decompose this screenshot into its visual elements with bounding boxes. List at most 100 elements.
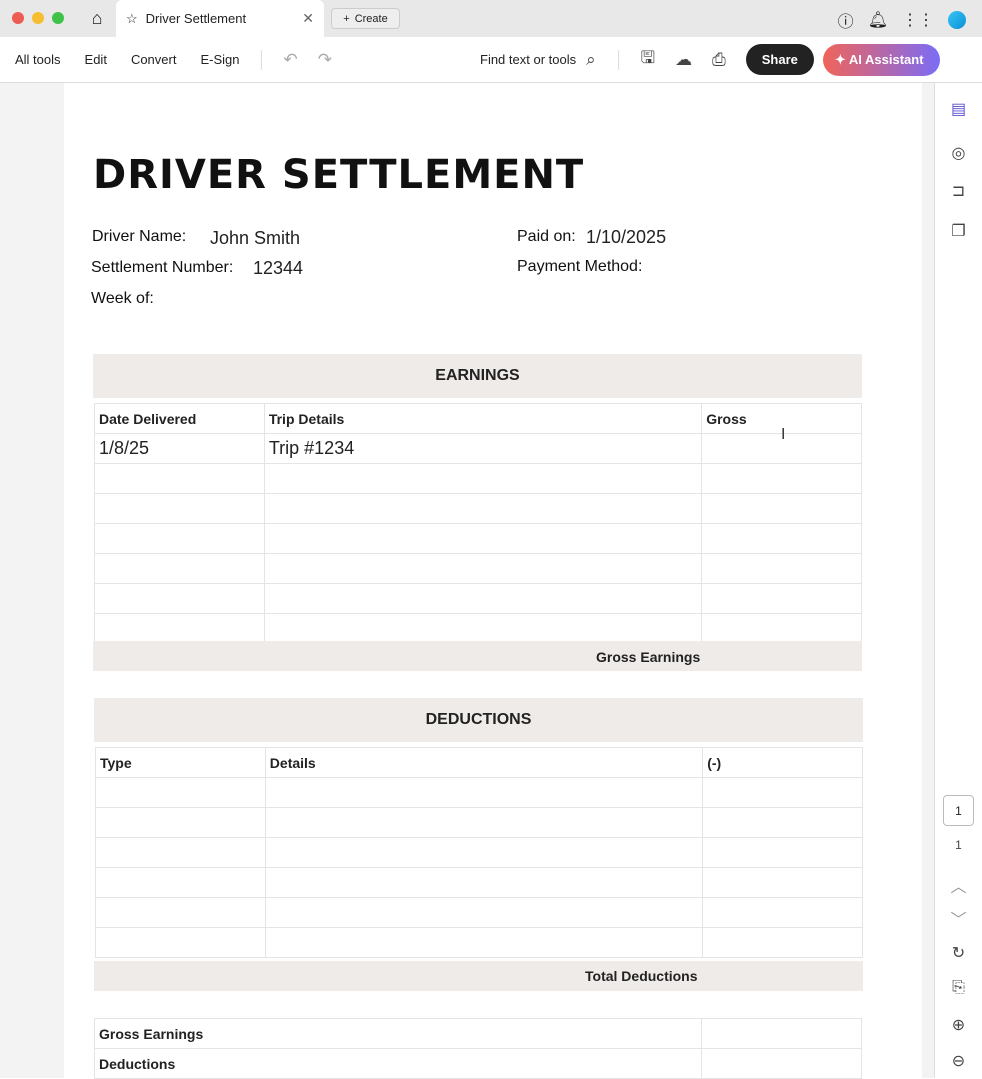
- table-cell[interactable]: [263, 523, 703, 554]
- star-icon[interactable]: ☆: [126, 10, 138, 26]
- upload-cloud-icon[interactable]: ☁: [675, 49, 693, 69]
- table-cell[interactable]: [264, 777, 704, 808]
- share-button[interactable]: Share: [745, 44, 814, 75]
- redo-icon[interactable]: ↷: [317, 49, 332, 69]
- table-cell[interactable]: [264, 897, 704, 928]
- chevron-down-icon[interactable]: ﹀: [950, 912, 967, 929]
- table-cell[interactable]: [702, 807, 863, 838]
- tab-driver-settlement[interactable]: ☆ Driver Settlement ✕: [116, 0, 324, 37]
- table-cell[interactable]: [95, 837, 266, 868]
- paid-on-field[interactable]: 1/10/2025: [586, 227, 667, 247]
- summary-value[interactable]: [701, 1048, 862, 1079]
- home-icon[interactable]: ⌂: [91, 8, 103, 28]
- esign-menu[interactable]: E-Sign: [200, 52, 240, 67]
- table-cell[interactable]: [94, 463, 265, 494]
- ai-icon: ✦: [834, 51, 849, 67]
- total-deductions-row: Total Deductions: [94, 961, 863, 991]
- total-deductions-label: Total Deductions: [585, 968, 698, 984]
- table-cell[interactable]: [95, 777, 266, 808]
- close-tab-icon[interactable]: ✕: [302, 10, 314, 26]
- table-cell[interactable]: [702, 927, 863, 958]
- table-row: [95, 777, 863, 808]
- table-cell[interactable]: [95, 867, 266, 898]
- table-cell[interactable]: [701, 583, 862, 614]
- undo-icon[interactable]: ↶: [283, 49, 298, 69]
- table-cell[interactable]: [264, 927, 704, 958]
- text-cursor-icon: I: [781, 426, 786, 443]
- tab-title: Driver Settlement: [145, 11, 247, 26]
- table-cell[interactable]: [95, 927, 266, 958]
- search-icon[interactable]: ⌕: [586, 49, 596, 69]
- table-cell[interactable]: [702, 837, 863, 868]
- ai-assistant-button[interactable]: ✦ AI Assistant: [822, 43, 940, 76]
- table-cell[interactable]: [264, 837, 704, 868]
- pages-icon[interactable]: ❐: [951, 223, 966, 240]
- header-row: Type Details (-): [95, 747, 863, 778]
- summary-value[interactable]: [701, 1018, 862, 1049]
- bell-icon[interactable]: 🔔︎: [867, 12, 888, 29]
- close-window-button[interactable]: [12, 12, 24, 24]
- rotate-icon[interactable]: ↻: [951, 945, 966, 962]
- table-cell[interactable]: [701, 493, 862, 524]
- table-cell[interactable]: [94, 583, 265, 614]
- table-cell[interactable]: [263, 613, 703, 644]
- toolbar: All tools Edit Convert E-Sign ↶ ↷ Find t…: [0, 37, 982, 83]
- paid-on-label: Paid on:: [517, 228, 576, 245]
- divider: [260, 49, 262, 70]
- table-cell[interactable]: [701, 463, 862, 494]
- settlement-number-field[interactable]: 12344: [253, 258, 304, 278]
- column-header: (-): [702, 747, 863, 778]
- apps-grid-icon[interactable]: ⋮⋮: [902, 12, 934, 29]
- edit-menu[interactable]: Edit: [84, 52, 107, 67]
- summary-row: Gross Earnings: [93, 1018, 862, 1049]
- table-cell[interactable]: [94, 493, 265, 524]
- maximize-window-button[interactable]: [52, 12, 64, 24]
- fit-page-icon[interactable]: ⎘: [952, 979, 965, 996]
- table-cell[interactable]: [702, 897, 863, 928]
- page-title: DRIVER SETTLEMENT: [93, 152, 585, 198]
- table-cell[interactable]: [263, 463, 703, 494]
- help-icon[interactable]: ⓘ: [837, 14, 854, 31]
- table-cell[interactable]: [263, 493, 703, 524]
- print-icon[interactable]: ⎙: [712, 49, 726, 69]
- driver-name-field[interactable]: John Smith: [210, 228, 301, 248]
- table-cell[interactable]: [94, 613, 265, 644]
- earnings-header: EARNINGS: [93, 354, 862, 398]
- table-cell[interactable]: [702, 777, 863, 808]
- table-cell[interactable]: [264, 867, 704, 898]
- table-cell[interactable]: [94, 523, 265, 554]
- table-cell[interactable]: [701, 523, 862, 554]
- deductions-header: DEDUCTIONS: [94, 698, 863, 742]
- convert-menu[interactable]: Convert: [130, 52, 177, 67]
- summary-label: Deductions: [93, 1048, 703, 1079]
- form-fields-icon[interactable]: ▤: [950, 101, 967, 118]
- minimize-window-button[interactable]: [32, 12, 44, 24]
- table-cell[interactable]: [263, 553, 703, 584]
- bookmark-icon[interactable]: ⊐: [951, 183, 966, 200]
- scroll-gutter[interactable]: [922, 83, 935, 1078]
- zoom-out-icon[interactable]: ⊖: [951, 1053, 966, 1070]
- avatar[interactable]: [948, 11, 966, 29]
- summary-table: Gross Earnings Deductions: [93, 1018, 862, 1079]
- table-cell[interactable]: [264, 807, 704, 838]
- table-cell[interactable]: [94, 553, 265, 584]
- table-cell[interactable]: 1/8/25: [94, 433, 265, 464]
- payment-method-label: Payment Method:: [517, 258, 643, 275]
- find-text-button[interactable]: Find text or tools: [480, 52, 577, 67]
- table-cell[interactable]: [701, 553, 862, 584]
- plus-icon: +: [343, 12, 350, 25]
- create-button[interactable]: + Create: [331, 8, 400, 29]
- table-cell[interactable]: [95, 807, 266, 838]
- table-cell[interactable]: Trip #1234: [263, 433, 703, 464]
- table-cell[interactable]: [95, 897, 266, 928]
- table-row: [94, 463, 862, 494]
- table-cell[interactable]: [701, 613, 862, 644]
- table-cell[interactable]: [702, 867, 863, 898]
- zoom-in-icon[interactable]: ⊕: [951, 1017, 966, 1034]
- table-cell[interactable]: [263, 583, 703, 614]
- all-tools-menu[interactable]: All tools: [15, 52, 61, 67]
- page-number-input[interactable]: 1: [943, 795, 974, 826]
- chevron-up-icon[interactable]: ︿: [950, 879, 967, 896]
- comment-icon[interactable]: ◎: [951, 145, 966, 162]
- save-icon[interactable]: 🖫: [640, 48, 656, 67]
